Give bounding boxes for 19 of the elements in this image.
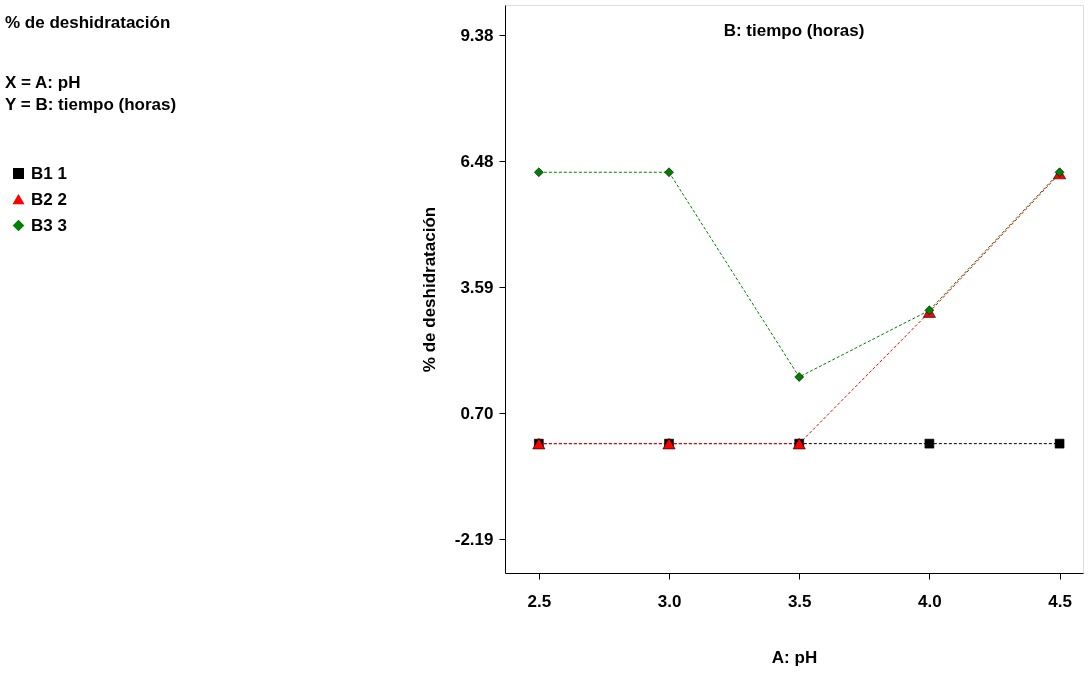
y-tick-label: 3.59 (460, 277, 494, 297)
legend-label: B2 2 (31, 189, 67, 209)
text: % de deshidratación (5, 13, 171, 32)
x-tick-label: 3.5 (787, 591, 812, 611)
y-tick-label: 0.70 (460, 403, 494, 423)
x-tick-label: 4.0 (918, 591, 942, 611)
y-tick-label: 9.38 (460, 25, 494, 45)
x-tick-label: 2.5 (527, 591, 552, 611)
legend-title: B: tiempo (horas) (723, 21, 865, 40)
legend-label: B3 3 (31, 215, 67, 235)
x-axis-title: A: pH (771, 647, 818, 667)
text: X = A: pH (5, 73, 81, 92)
y-tick-label: -2.19 (454, 529, 494, 549)
y-tick-label: 6.48 (460, 151, 494, 171)
x-tick-label: 3.0 (657, 591, 682, 611)
x-tick-label: 4.5 (1048, 591, 1072, 611)
text: Y = B: tiempo (horas) (5, 95, 177, 114)
y-axis-title: % de deshidratación (419, 206, 439, 373)
legend-label: B1 1 (31, 163, 67, 183)
